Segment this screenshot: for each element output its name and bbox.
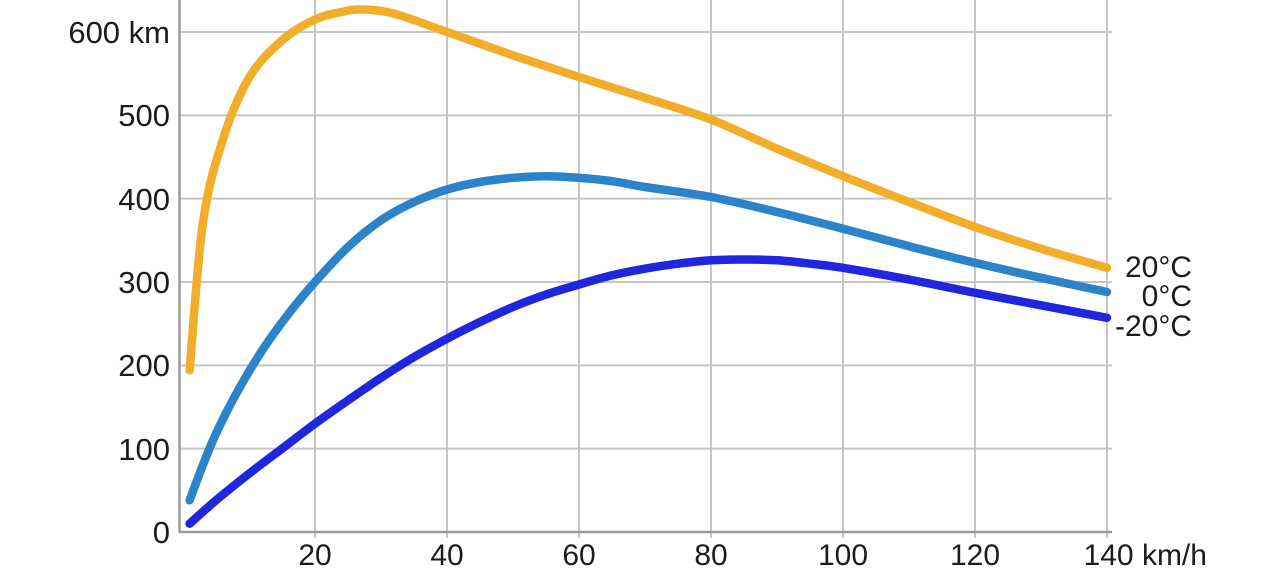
x-axis-tick-label: 140 km/h — [1083, 539, 1207, 569]
y-axis-tick-label: 400 — [118, 181, 170, 217]
series-curve--20c — [185, 255, 1112, 528]
series-curve-20c — [185, 5, 1112, 375]
x-axis-tick-label: 60 — [562, 539, 596, 569]
x-axis-tick-label: 120 — [949, 539, 1001, 569]
x-axis-tick-label: 20 — [298, 539, 332, 569]
x-axis-tick-label: 40 — [430, 539, 464, 569]
y-axis-tick-label: 0 — [152, 515, 170, 550]
y-axis-tick-label: 300 — [118, 265, 170, 300]
y-axis-tick-label: 600 km — [68, 15, 170, 50]
y-axis-tick-label: 500 — [118, 98, 170, 134]
series-label-20c: 20°C — [1124, 250, 1192, 284]
y-axis-tick-label: 200 — [118, 348, 170, 384]
x-axis-tick-label: 100 — [817, 539, 869, 569]
x-axis-tick-label: 80 — [694, 539, 728, 569]
series-curve-0c — [185, 171, 1112, 505]
y-axis-tick-label: 100 — [118, 431, 170, 467]
series-label-0c: 0°C — [1141, 280, 1192, 314]
series-label--20c: -20°C — [1114, 309, 1192, 343]
